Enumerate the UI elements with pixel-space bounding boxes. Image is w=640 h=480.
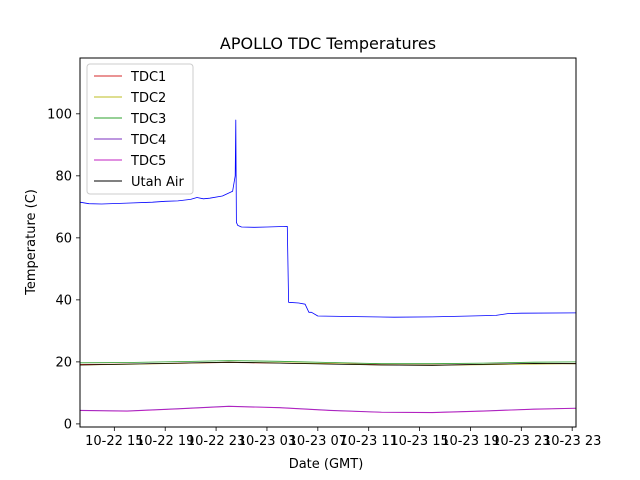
x-tick-label: 10-23 07: [289, 434, 347, 449]
x-tick-label: 10-22 23: [187, 434, 245, 449]
y-axis-ticks: 0 20 40 60 80 100: [47, 107, 80, 432]
x-tick-label: 10-22 15: [85, 434, 143, 449]
legend-label-tdc4: TDC4: [130, 133, 166, 148]
x-tick-label: 10-23 03: [238, 434, 296, 449]
plot-area: [79, 57, 577, 428]
legend-label-tdc2: TDC2: [130, 91, 166, 106]
series-line-series-6: [79, 119, 577, 318]
x-tick-label: 10-23 19: [441, 434, 499, 449]
y-axis-label: Temperature (C): [24, 189, 39, 296]
series-line-tdc5: [79, 406, 577, 414]
legend-label-tdc1: TDC1: [130, 70, 166, 85]
y-tick-label: 60: [55, 231, 72, 246]
legend-label-tdc3: TDC3: [130, 112, 166, 127]
legend-label-utah-air: Utah Air: [131, 175, 184, 190]
x-axis-label: Date (GMT): [289, 457, 364, 472]
x-tick-label: 10-22 19: [136, 434, 194, 449]
x-tick-label: 10-23 15: [390, 434, 448, 449]
series-line-tdc3: [79, 360, 577, 365]
x-tick-label: 10-23 11: [339, 434, 397, 449]
y-tick-label: 40: [55, 293, 72, 308]
chart-title: APOLLO TDC Temperatures: [220, 34, 436, 53]
series-layer: [79, 119, 577, 414]
x-tick-label: 10-23 23: [543, 434, 601, 449]
x-tick-label: 10-23 23: [492, 434, 550, 449]
y-tick-label: 80: [55, 169, 72, 184]
legend-entries: TDC1 TDC2 TDC3 TDC4 TDC5 Utah Air: [94, 70, 184, 190]
y-tick-label: 0: [64, 417, 72, 432]
y-tick-label: 20: [55, 355, 72, 370]
legend-label-tdc5: TDC5: [130, 154, 166, 169]
y-tick-label: 100: [47, 107, 72, 122]
legend: TDC1 TDC2 TDC3 TDC4 TDC5 Utah Air: [86, 63, 194, 195]
series-line-utah-air: [79, 361, 577, 366]
